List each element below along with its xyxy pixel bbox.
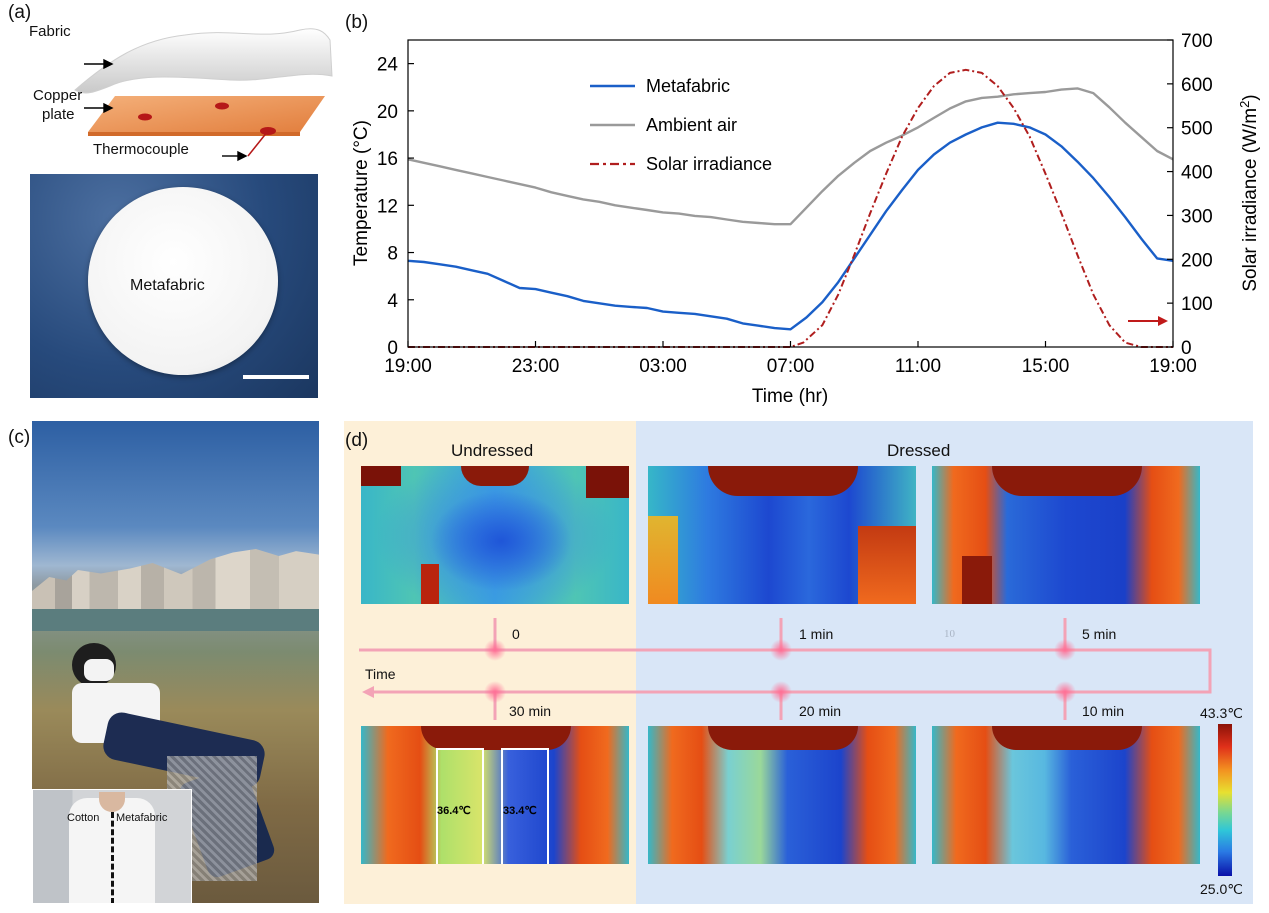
y2-tick-label: 100 (1181, 294, 1213, 315)
scale-max-label: 43.3℃ (1200, 705, 1243, 721)
metafabric-photo: Metafabric (30, 174, 318, 398)
series-line-ambient-air (407, 87, 1174, 226)
time-stamp-20min: 20 min (799, 703, 842, 719)
copper-plate (88, 96, 325, 132)
fabric-label: Fabric (29, 23, 71, 40)
right-axis-arrow-icon (1128, 316, 1168, 326)
y2-tick-label: 300 (1181, 206, 1213, 227)
y-tick-label: 20 (377, 102, 398, 123)
legend-label: Metafabric (646, 76, 730, 96)
panel-a-label: (a) (8, 2, 32, 23)
time-stamp-0: 0 (512, 626, 520, 642)
y2-tick-label: 700 (1181, 31, 1213, 52)
y-tick-label: 16 (377, 149, 398, 170)
time-stamp-1min: 1 min (799, 626, 834, 642)
x-tick-label: 11:00 (895, 356, 941, 377)
legend-label: Ambient air (646, 115, 737, 135)
y-tick-label: 12 (377, 196, 398, 217)
x-tick-label: 07:00 (767, 356, 815, 377)
scale-min-label: 25.0℃ (1200, 881, 1243, 897)
x-tick-label: 23:00 (512, 356, 560, 377)
x-tick-label: 19:00 (1149, 356, 1197, 377)
plate-label: plate (42, 106, 75, 123)
inset-metafabric-label: Metafabric (116, 812, 168, 824)
thermocouple-wire (247, 130, 269, 157)
cotton-temp-readout: 36.4℃ (437, 805, 471, 817)
y2-axis-label: Solar irradiance (W/m2) (1237, 94, 1262, 291)
y-tick-label: 24 (377, 55, 399, 76)
y2-tick-label: 200 (1181, 250, 1213, 271)
time-stamp-30min: 30 min (509, 703, 552, 719)
thermal-image-30min: 36.4℃ 33.4℃ (361, 726, 629, 864)
cotton-measure-box (436, 748, 484, 864)
y2-tick-label: 500 (1181, 119, 1213, 140)
shirt-inset: Cotton Metafabric (32, 789, 192, 903)
copper-plate-edge (88, 132, 300, 136)
dressed-title: Dressed (887, 441, 951, 460)
thermocouple-dot (138, 113, 152, 121)
fabric-sheet (74, 28, 333, 94)
series-line-solar-irradiance (408, 68, 1173, 348)
arrow-icon (84, 58, 248, 162)
fabric-diagram (74, 28, 333, 162)
x-tick-label: 15:00 (1022, 356, 1070, 377)
time-label: Time (365, 666, 396, 682)
undressed-title: Undressed (451, 441, 534, 460)
thermal-image-1min (648, 466, 916, 604)
legend-label: Solar irradiance (646, 154, 772, 174)
time-arrowhead-icon (362, 686, 374, 698)
thermal-image-20min (648, 726, 916, 864)
y-tick-label: 0 (387, 338, 398, 359)
y2-tick-label: 0 (1181, 338, 1192, 359)
x-tick-label: 03:00 (639, 356, 687, 377)
metafabric-temp-readout: 33.4℃ (503, 805, 537, 817)
y2-tick-label: 600 (1181, 75, 1213, 96)
temperature-irradiance-chart: 19:00 23:00 03:00 07:00 11:00 15:00 19:0004812… (351, 31, 1262, 407)
timeline (359, 618, 1212, 720)
metafabric-sample (88, 187, 278, 375)
metafabric-sample-label: Metafabric (130, 277, 205, 294)
y-axis-label: Temperature (°C) (351, 120, 372, 266)
chart-legend: Metafabric Ambient air Solar irradiance (590, 76, 772, 174)
x-axis-label: Time (hr) (752, 386, 828, 407)
time-stamp-10min: 10 min (1082, 703, 1125, 719)
series-line-metafabric (407, 121, 1174, 331)
metafabric-measure-box (501, 748, 549, 864)
outdoor-photo: Cotton Metafabric (32, 421, 319, 903)
y-tick-label: 4 (387, 291, 398, 312)
thermal-image-10min (932, 726, 1200, 864)
color-scale-bar (1218, 724, 1232, 876)
stray-mark: 10 (944, 628, 955, 640)
x-tick-label: 19:00 (384, 356, 432, 377)
scale-bar (243, 375, 309, 379)
copper-label: Copper (33, 87, 83, 104)
panel-d-label: (d) (345, 430, 369, 451)
thermocouple-label: Thermocouple (93, 141, 189, 158)
time-stamp-5min: 5 min (1082, 626, 1117, 642)
thermocouple-dot (215, 102, 229, 110)
thermal-image-0 (361, 466, 629, 604)
y2-tick-label: 400 (1181, 163, 1213, 184)
y-tick-label: 8 (387, 244, 398, 265)
panel-b-label: (b) (345, 12, 369, 33)
inset-cotton-label: Cotton (67, 812, 100, 824)
plot-frame (407, 39, 1174, 348)
panel-c-label: (c) (8, 427, 31, 448)
thermal-image-5min (932, 466, 1200, 604)
